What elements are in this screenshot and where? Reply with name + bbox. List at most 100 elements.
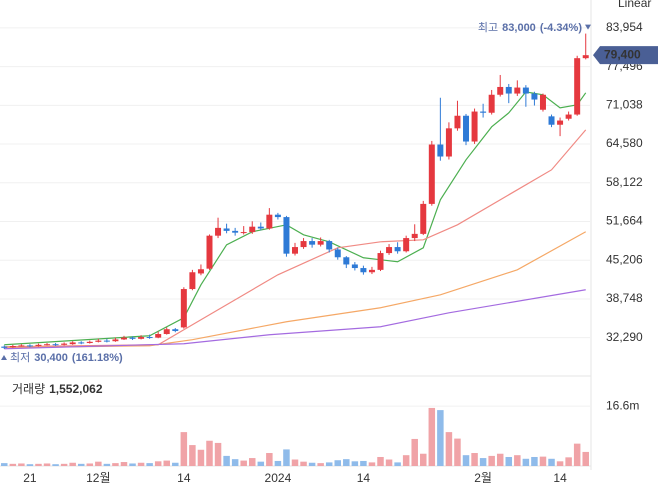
candle-body [565,114,572,119]
candle-body [155,334,162,338]
volume-bar [548,458,555,466]
current-price-label: 79,400 [604,47,641,61]
x-tick-label: 12월 [86,471,110,485]
high-prefix: 최고 [478,21,498,34]
candle-body [548,116,555,125]
volume-bar [522,458,530,466]
volume-bar [69,462,76,466]
candle-body [539,94,546,110]
volume-bar [137,462,145,466]
low-change: (161.18%) [72,352,123,364]
volume-bar [454,438,461,466]
candle-body [488,94,495,113]
candle-body [206,235,213,269]
volume-bar [385,459,393,466]
low-prefix: 최저 [10,351,30,364]
candle-body [300,241,307,248]
volume-bar [154,461,162,466]
volume-bar [300,461,307,466]
volume-bar [368,462,376,466]
candle-body [232,230,239,233]
y-tick-label: 71,038 [606,97,643,111]
volume-bar [112,463,119,466]
volume-bar [479,458,487,466]
x-tick-label: 14 [177,471,191,485]
volume-bar [206,440,213,466]
candle-body [505,86,512,94]
candle-body [368,269,375,273]
x-tick-label: 21 [23,471,37,485]
candle-body [437,144,444,157]
candle-body [215,227,222,236]
candle-body [522,87,529,94]
candle-body [112,339,119,342]
candle-body [463,115,470,142]
y-tick-label: 64,580 [606,136,643,150]
volume-bar [86,463,94,466]
y-tick-label: 16.6m [606,398,639,412]
volume-bar [60,463,68,466]
volume-bar [445,432,453,466]
candle-body [326,241,333,250]
candle-body [249,226,256,233]
volume-header: 거래량 1,552,062 [12,382,103,396]
candle-body [172,329,179,332]
y-tick-label: 83,954 [606,20,643,34]
volume-bar [248,458,256,466]
volume-bar [214,442,222,466]
volume-bar [26,464,34,466]
volume-bar [95,461,102,466]
volume-bar [505,456,513,466]
candle-body [9,346,16,348]
candle-body [266,214,273,229]
candle-body [223,228,230,231]
candle-body [189,272,196,290]
moving-average-line [4,289,586,350]
candle-body [411,233,418,239]
y-tick-label: 45,206 [606,252,643,266]
x-tick-label: 2월 [474,471,492,485]
volume-bar [163,460,170,466]
candle-body [18,345,25,347]
volume-bar [514,455,521,466]
volume-bar [317,463,324,466]
volume-bar [1,463,8,466]
candle-body [180,289,187,328]
volume-bar [360,460,367,466]
candle-body [386,247,393,254]
candle-body [1,346,8,348]
volume-bar [488,455,495,466]
volume-bar [556,461,564,466]
volume-title: 거래량 [12,382,45,396]
candle-body [35,344,42,347]
volume-bar [18,463,25,466]
volume-bar [197,449,205,466]
volume-bar [9,463,17,466]
candle-body [403,238,410,252]
y-tick-label: 51,664 [606,214,643,228]
scale-label: Linear [618,0,651,10]
candle-body [514,87,521,94]
volume-bar [291,459,299,466]
high-value: 83,000 [502,22,536,34]
candle-body [163,329,170,335]
volume-bar [274,460,282,466]
volume-bar [428,407,436,466]
candle-body [394,247,401,252]
y-tick-label: 58,122 [606,175,643,189]
volume-bar [565,457,572,466]
candle-body [240,232,247,234]
x-tick-label: 14 [553,471,567,485]
y-tick-label: 32,290 [606,330,643,344]
volume-bar [351,461,359,466]
high-marker [585,24,591,30]
volume-bar [223,455,230,466]
volume-bar [539,456,547,466]
volume-bar [120,462,128,466]
volume-bar [437,410,444,466]
moving-average-line [4,91,587,346]
volume-bar [231,459,239,466]
x-tick-label: 14 [357,471,371,485]
moving-average-line [4,129,587,348]
